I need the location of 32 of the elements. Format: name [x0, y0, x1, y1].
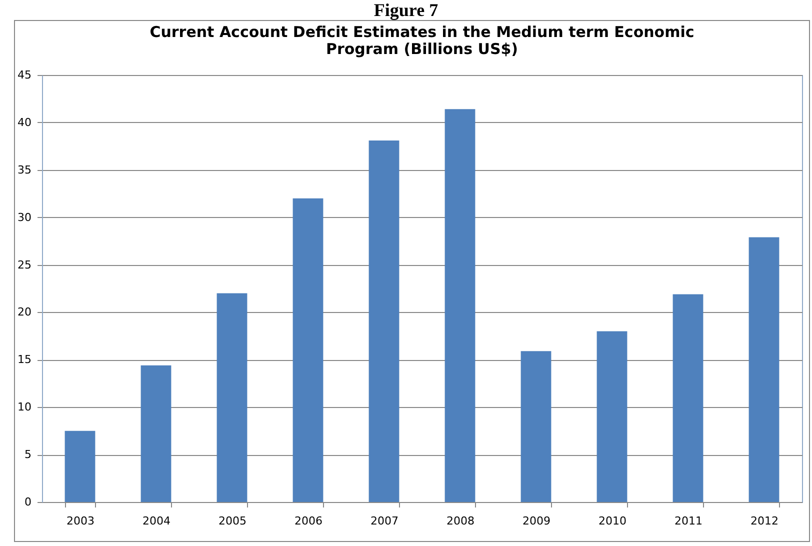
bar [368, 140, 400, 502]
bar [64, 430, 96, 502]
x-tick-label: 2004 [142, 514, 170, 528]
x-tick-label: 2009 [522, 514, 550, 528]
y-tick-label: 25 [18, 258, 32, 272]
bar [748, 237, 780, 502]
y-tick-label: 5 [24, 448, 32, 462]
y-tick-label: 45 [18, 68, 32, 82]
x-tick-label: 2006 [294, 514, 322, 528]
x-tick-label: 2005 [218, 514, 246, 528]
x-tick-label: 2008 [446, 514, 474, 528]
bar [444, 109, 476, 502]
x-tick-label: 2007 [370, 514, 398, 528]
y-tick-label: 20 [18, 306, 32, 319]
y-tick-label: 10 [18, 400, 32, 414]
bar [520, 351, 552, 502]
y-tick-label: 30 [18, 210, 32, 224]
x-tick-label: 2010 [598, 514, 626, 528]
bar [140, 365, 172, 502]
bar [292, 198, 324, 502]
bar [672, 294, 704, 502]
bar [216, 293, 248, 502]
x-tick-label: 2011 [674, 514, 702, 528]
y-tick-label: 40 [18, 116, 32, 129]
caption: Figure 7 [372, 0, 440, 20]
bar [596, 331, 628, 502]
chart-title: Current Account Deficit Estimates in the Medium term Economic Program (Billions US$) [150, 23, 694, 58]
y-tick-label: 0 [24, 496, 32, 508]
x-tick-label: 2003 [66, 514, 94, 528]
x-tick-label: 2012 [750, 514, 778, 528]
y-tick-label: 35 [18, 163, 32, 176]
y-tick-label: 15 [18, 353, 32, 366]
